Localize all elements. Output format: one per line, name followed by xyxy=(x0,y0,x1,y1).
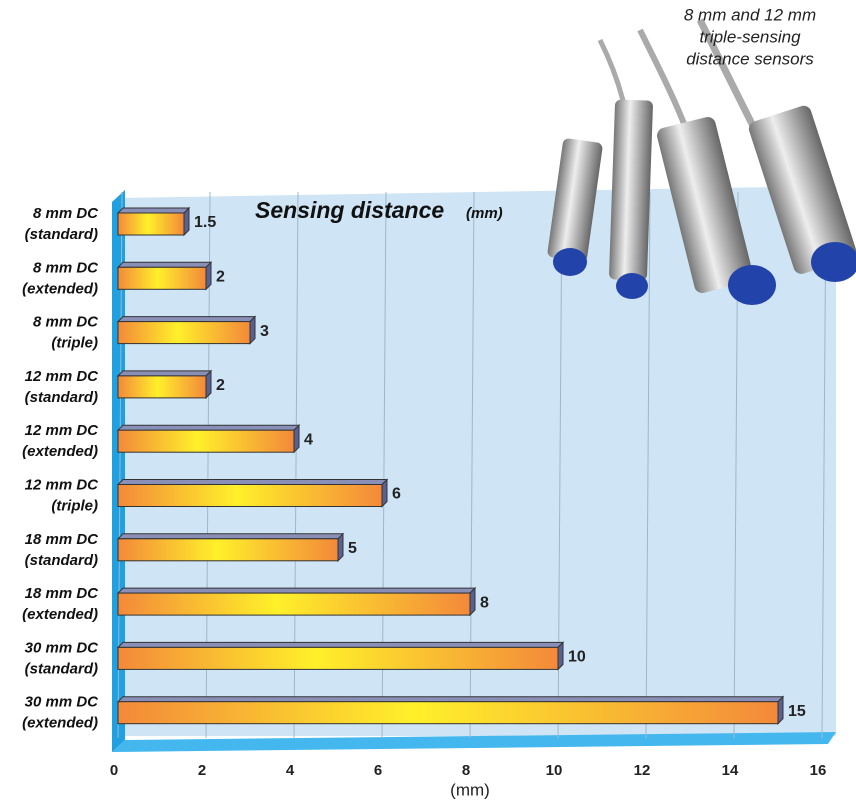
bar xyxy=(117,375,207,399)
bar xyxy=(117,646,559,670)
bar-side xyxy=(183,206,190,237)
grid-line xyxy=(821,191,827,739)
x-tick-label: 0 xyxy=(110,762,118,779)
value-label: 2 xyxy=(216,269,225,286)
bar xyxy=(117,321,251,345)
bar-top xyxy=(116,370,213,377)
bar-top xyxy=(116,696,785,703)
value-label: 6 xyxy=(392,486,401,503)
bar xyxy=(117,266,207,290)
y-tick-label: 18 mm DC xyxy=(25,585,100,602)
bar-side xyxy=(777,695,784,725)
y-tick-label: (standard) xyxy=(25,389,98,406)
y-tick-label: 8 mm DC xyxy=(33,205,99,222)
x-tick-label: 8 xyxy=(462,762,470,779)
x-tick-label: 2 xyxy=(198,762,206,779)
caption-line: triple-sensing xyxy=(699,27,801,46)
bar-side xyxy=(469,586,476,617)
y-tick-label: (triple) xyxy=(51,497,98,514)
y-tick-label: 18 mm DC xyxy=(25,531,100,548)
y-tick-label: 30 mm DC xyxy=(25,694,100,711)
y-tick-label: (standard) xyxy=(25,226,98,243)
bar-top xyxy=(116,533,345,540)
y-tick-label: 12 mm DC xyxy=(25,476,100,493)
bar-top xyxy=(116,641,565,648)
bar xyxy=(117,701,779,725)
bar-top xyxy=(116,424,301,431)
chart-title-unit: (mm) xyxy=(466,205,503,222)
value-label: 4 xyxy=(304,431,313,448)
value-label: 2 xyxy=(216,377,225,394)
y-tick-label: (standard) xyxy=(25,552,98,569)
x-tick-label: 16 xyxy=(810,762,827,779)
bar-side xyxy=(205,261,212,291)
bar-top xyxy=(116,316,257,323)
bar-side xyxy=(293,423,300,454)
value-label: 5 xyxy=(348,540,357,557)
floor xyxy=(112,732,836,752)
value-label: 1.5 xyxy=(194,214,216,231)
y-tick-label: (triple) xyxy=(51,335,98,352)
y-tick-label: 12 mm DC xyxy=(25,368,100,385)
bar xyxy=(117,592,471,616)
sensor-illustration xyxy=(547,18,856,305)
x-tick-label: 12 xyxy=(634,762,651,779)
bar xyxy=(117,429,295,453)
x-tick-label: 6 xyxy=(374,762,382,779)
bar xyxy=(117,538,339,562)
bar xyxy=(117,212,185,236)
bar-side xyxy=(557,641,564,671)
bar-top xyxy=(116,207,191,214)
y-tick-label: (standard) xyxy=(25,660,98,677)
bar-side xyxy=(205,369,212,400)
y-tick-label: (extended) xyxy=(22,280,98,297)
y-tick-label: 12 mm DC xyxy=(25,422,100,439)
y-tick-label: 8 mm DC xyxy=(33,314,99,331)
grid-line xyxy=(645,191,651,739)
y-tick-label: (extended) xyxy=(22,715,98,732)
y-tick-label: 30 mm DC xyxy=(25,639,100,656)
x-tick-label: 14 xyxy=(722,762,739,779)
value-label: 15 xyxy=(788,703,806,720)
y-tick-label: 8 mm DC xyxy=(33,259,99,276)
bar-side xyxy=(337,532,344,563)
value-label: 3 xyxy=(260,323,269,340)
bar-top xyxy=(116,587,477,594)
caption-line: distance sensors xyxy=(686,49,814,68)
value-label: 8 xyxy=(480,594,489,611)
bar xyxy=(117,484,383,507)
x-tick-label: 10 xyxy=(546,762,563,779)
chart-title: Sensing distance xyxy=(255,197,444,223)
bar-side xyxy=(381,478,388,508)
value-label: 10 xyxy=(568,649,586,666)
x-axis-label: (mm) xyxy=(450,780,490,799)
x-tick-label: 4 xyxy=(286,762,295,779)
y-tick-label: (extended) xyxy=(22,443,98,460)
bar-side xyxy=(249,315,256,345)
bar-top xyxy=(116,261,213,268)
bar-top xyxy=(116,479,389,485)
caption-line: 8 mm and 12 mm xyxy=(684,5,816,24)
y-tick-label: (extended) xyxy=(22,606,98,623)
